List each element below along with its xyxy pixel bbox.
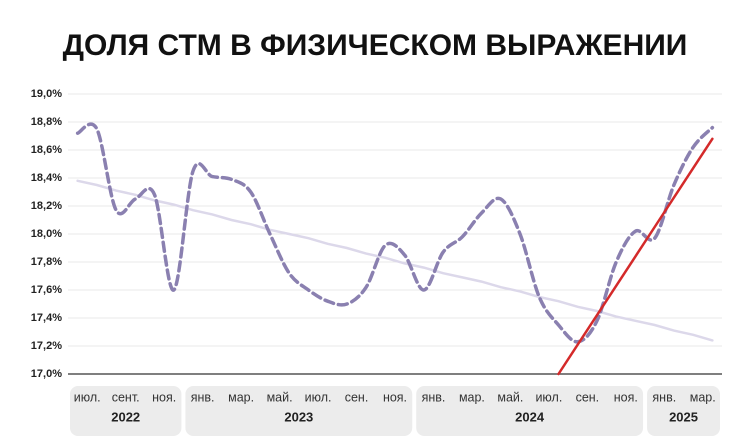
year-label: 2024 [515, 409, 545, 424]
year-label: 2023 [284, 409, 313, 424]
year-label: 2022 [111, 409, 140, 424]
y-tick-label: 18,4% [31, 172, 62, 184]
year-group [70, 386, 182, 436]
x-tick-label: сент. [112, 390, 140, 404]
x-tick-label: июл. [305, 390, 332, 404]
line-series [75, 122, 715, 344]
y-tick-label: 17,0% [31, 368, 62, 380]
x-tick-label: май. [497, 390, 523, 404]
year-group [185, 386, 413, 436]
x-tick-label: ноя. [614, 390, 638, 404]
x-tick-label: июл. [74, 390, 101, 404]
y-tick-label: 17,6% [31, 284, 62, 296]
chart-title: ДОЛЯ СТМ В ФИЗИЧЕСКОМ ВЫРАЖЕНИИ [63, 29, 688, 62]
x-tick-label: май. [267, 390, 293, 404]
x-tick-label: мар. [459, 390, 485, 404]
year-group [416, 386, 644, 436]
x-tick-label: ноя. [383, 390, 407, 404]
year-group [647, 386, 720, 436]
y-tick-label: 19,0% [31, 88, 62, 100]
x-tick-label: янв. [191, 390, 215, 404]
y-tick-label: 18,6% [31, 144, 62, 156]
year-label: 2025 [669, 409, 698, 424]
y-tick-label: 17,4% [31, 312, 62, 324]
line-series [76, 179, 714, 342]
x-tick-label: янв. [422, 390, 446, 404]
x-tick-label: сен. [576, 390, 600, 404]
x-tick-label: июл. [535, 390, 562, 404]
y-tick-label: 17,8% [31, 256, 62, 268]
x-tick-label: сен. [345, 390, 369, 404]
y-tick-label: 18,8% [31, 116, 62, 128]
y-tick-label: 17,2% [31, 340, 62, 352]
line-series [557, 137, 714, 376]
x-tick-label: мар. [690, 390, 716, 404]
x-tick-label: ноя. [152, 390, 176, 404]
x-tick-label: мар. [228, 390, 254, 404]
y-tick-label: 18,0% [31, 228, 62, 240]
y-tick-label: 18,2% [31, 200, 62, 212]
x-tick-label: янв. [652, 390, 676, 404]
